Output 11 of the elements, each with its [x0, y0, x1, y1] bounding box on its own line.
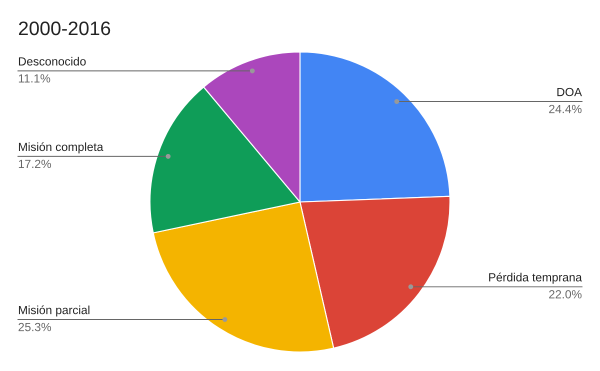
data-label: 24.4%	[549, 104, 582, 114]
data-label: 11.1%	[18, 74, 50, 83]
data-label: 22.0%	[549, 290, 582, 298]
slice-label: Misión parcial	[18, 305, 90, 317]
slice-label: DOA	[557, 88, 582, 96]
slice-label: Misión completa	[18, 142, 104, 154]
slice-label: Desconocido	[18, 56, 86, 66]
data-label: 25.3%	[18, 322, 52, 332]
slice-label: Pérdida temprana	[489, 272, 582, 284]
chart-title: 2000-2016	[18, 21, 110, 36]
data-label: 17.2%	[18, 160, 52, 168]
